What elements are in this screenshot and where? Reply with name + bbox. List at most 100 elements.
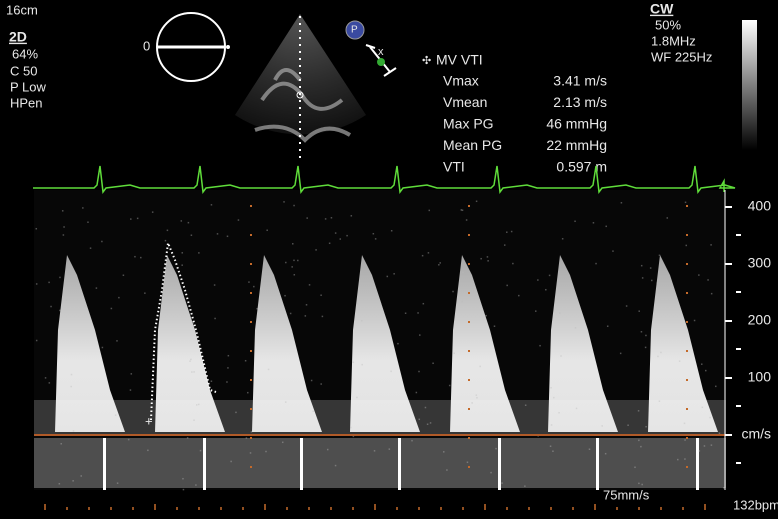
speckle bbox=[427, 424, 429, 426]
speckle bbox=[198, 252, 200, 254]
speckle bbox=[452, 291, 454, 293]
speckle bbox=[73, 430, 75, 432]
measurement-title: MV VTI bbox=[436, 52, 483, 68]
doppler-spectrum bbox=[34, 190, 726, 490]
speckle bbox=[699, 450, 701, 452]
speckle bbox=[487, 260, 489, 262]
speckle bbox=[686, 245, 688, 247]
speckle bbox=[282, 442, 284, 444]
dot-marker bbox=[250, 321, 252, 323]
speckle bbox=[118, 297, 120, 299]
speckle bbox=[96, 287, 98, 289]
measurement-label: Mean PG bbox=[443, 137, 502, 153]
speckle bbox=[443, 451, 445, 453]
speckle bbox=[642, 277, 644, 279]
speckle bbox=[539, 345, 541, 347]
speckle bbox=[292, 243, 294, 245]
speckle bbox=[167, 230, 169, 232]
speckle bbox=[226, 381, 228, 383]
speckle bbox=[684, 439, 686, 441]
speckle bbox=[335, 232, 337, 234]
speckle bbox=[641, 331, 643, 333]
speckle bbox=[558, 412, 560, 414]
speckle bbox=[446, 469, 448, 471]
speckle bbox=[312, 411, 314, 413]
dot-marker bbox=[250, 292, 252, 294]
speckle bbox=[90, 247, 92, 249]
speckle bbox=[111, 308, 113, 310]
speckle bbox=[63, 226, 64, 228]
speckle bbox=[45, 377, 47, 379]
speckle bbox=[181, 264, 183, 266]
speckle bbox=[605, 226, 607, 228]
spectral-spike bbox=[300, 438, 303, 490]
speckle bbox=[351, 215, 353, 217]
speckle bbox=[638, 410, 640, 412]
speckle bbox=[419, 419, 421, 421]
orientation-dot bbox=[226, 45, 230, 49]
reverse-band bbox=[34, 438, 726, 488]
speckle bbox=[171, 272, 173, 274]
speckle bbox=[49, 382, 51, 384]
speckle bbox=[356, 397, 358, 399]
speckle bbox=[227, 236, 229, 238]
speckle bbox=[711, 293, 713, 295]
measurement-label: VTI bbox=[443, 159, 465, 175]
gain: 64% bbox=[12, 46, 38, 61]
spectral-spike bbox=[696, 438, 699, 490]
speckle bbox=[425, 407, 427, 409]
speckle bbox=[416, 392, 418, 394]
depth: 16cm bbox=[6, 2, 38, 17]
speckle bbox=[645, 335, 647, 337]
speckle bbox=[246, 437, 248, 439]
dot-marker bbox=[686, 321, 688, 323]
speckle bbox=[657, 356, 659, 358]
dot-marker bbox=[250, 263, 252, 265]
speckle bbox=[553, 397, 555, 399]
speckle bbox=[422, 255, 424, 257]
speckle bbox=[137, 218, 139, 220]
speckle bbox=[549, 275, 551, 277]
speckle bbox=[165, 240, 167, 242]
speckle bbox=[719, 432, 721, 434]
speckle bbox=[391, 230, 393, 232]
spectral-spike bbox=[203, 438, 206, 490]
measurement-value: 3.41 m/s bbox=[553, 73, 607, 89]
wall-filter: WF 225Hz bbox=[651, 49, 712, 64]
speckle bbox=[501, 482, 503, 484]
speckle bbox=[439, 262, 441, 264]
speckle bbox=[200, 450, 202, 452]
speckle bbox=[701, 363, 703, 365]
speckle bbox=[621, 202, 623, 204]
speckle bbox=[48, 282, 50, 284]
dot-marker bbox=[250, 234, 252, 236]
speckle bbox=[374, 450, 376, 452]
speckle bbox=[247, 392, 249, 394]
dot-marker bbox=[250, 408, 252, 410]
speckle bbox=[251, 431, 253, 433]
speckle bbox=[645, 347, 647, 349]
speckle bbox=[651, 280, 653, 282]
speckle bbox=[595, 263, 597, 265]
speckle bbox=[72, 480, 74, 482]
speckle bbox=[550, 446, 552, 448]
speckle bbox=[709, 417, 711, 419]
speckle bbox=[702, 407, 704, 409]
measurement-value: 22 mmHg bbox=[546, 137, 607, 153]
sector-marker: 0 bbox=[143, 38, 150, 53]
speckle bbox=[428, 252, 430, 254]
scale-label: cm/s bbox=[741, 426, 771, 442]
speckle bbox=[524, 485, 526, 487]
speckle bbox=[589, 449, 591, 451]
speckle bbox=[707, 279, 709, 281]
speckle bbox=[490, 472, 492, 474]
speckle bbox=[638, 310, 640, 312]
speckle bbox=[293, 260, 295, 262]
speckle bbox=[346, 235, 348, 237]
speckle bbox=[182, 478, 184, 480]
speckle bbox=[195, 484, 197, 486]
speckle bbox=[217, 233, 219, 235]
speckle bbox=[357, 303, 359, 305]
speckle bbox=[535, 310, 537, 312]
speckle bbox=[294, 274, 296, 276]
